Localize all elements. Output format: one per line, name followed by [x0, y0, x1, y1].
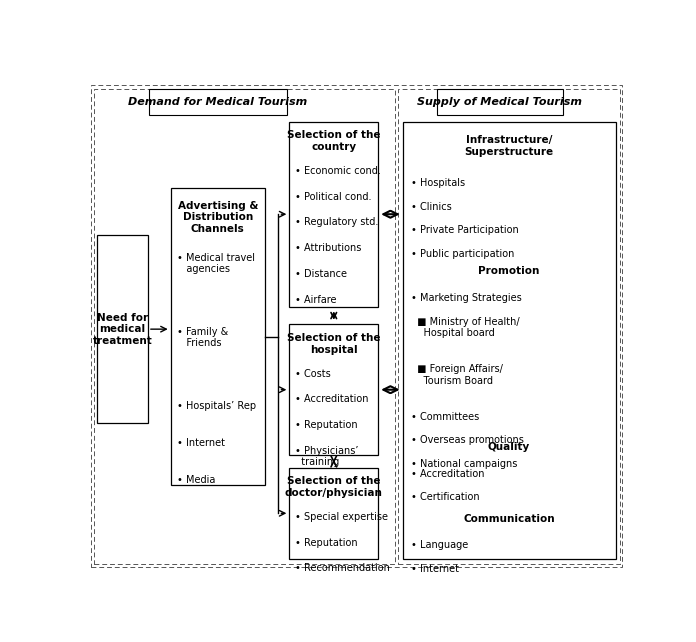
- Bar: [290, 121, 379, 307]
- Text: • Hospitals’ Rep: • Hospitals’ Rep: [177, 401, 256, 411]
- Text: ■ Foreign Affairs/
    Tourism Board: ■ Foreign Affairs/ Tourism Board: [411, 364, 503, 386]
- Text: • Private Participation: • Private Participation: [411, 225, 519, 236]
- Text: Supply of Medical Tourism: Supply of Medical Tourism: [418, 97, 583, 107]
- Text: Advertising &
Distribution
Channels: Advertising & Distribution Channels: [177, 200, 258, 234]
- Text: • Clinics: • Clinics: [411, 202, 452, 212]
- Text: • Physicians’
  training: • Physicians’ training: [294, 446, 358, 467]
- Text: Need for
medical
treatment: Need for medical treatment: [93, 313, 152, 346]
- Text: • Media: • Media: [177, 475, 216, 485]
- Text: • Medical travel
   agencies: • Medical travel agencies: [177, 252, 255, 274]
- Bar: [94, 89, 395, 564]
- Text: • Reputation: • Reputation: [294, 420, 357, 430]
- Text: • Distance: • Distance: [294, 269, 347, 279]
- Bar: [290, 324, 379, 455]
- Text: • Economic cond.: • Economic cond.: [294, 166, 381, 176]
- Text: • Committees: • Committees: [411, 412, 479, 422]
- Text: • Reputation: • Reputation: [294, 538, 357, 548]
- Text: ■ Ministry of Health/
    Hospital board: ■ Ministry of Health/ Hospital board: [411, 317, 519, 338]
- Text: Demand for Medical Tourism: Demand for Medical Tourism: [128, 97, 308, 107]
- Text: • Hospitals: • Hospitals: [411, 178, 465, 188]
- Text: • Internet: • Internet: [177, 438, 225, 448]
- Bar: [290, 467, 379, 559]
- Text: • Regulatory std.: • Regulatory std.: [294, 218, 378, 227]
- Text: • National campaigns: • National campaigns: [411, 459, 517, 469]
- Bar: [149, 89, 287, 115]
- Text: • Accreditation: • Accreditation: [411, 469, 484, 478]
- Text: • Special expertise: • Special expertise: [294, 512, 388, 522]
- Bar: [97, 235, 148, 423]
- Text: • Airfare: • Airfare: [294, 295, 336, 304]
- Text: • Internet: • Internet: [411, 564, 459, 574]
- Text: Infrastructure/
Superstructure: Infrastructure/ Superstructure: [464, 135, 553, 157]
- Text: • Political cond.: • Political cond.: [294, 192, 371, 202]
- Text: Selection of the
hospital: Selection of the hospital: [287, 333, 381, 355]
- Bar: [171, 188, 265, 485]
- Text: Promotion: Promotion: [478, 266, 540, 276]
- Text: • Recommendation: • Recommendation: [294, 564, 390, 573]
- Bar: [402, 121, 615, 559]
- Text: • Language: • Language: [411, 540, 468, 550]
- Text: • Overseas promotions: • Overseas promotions: [411, 435, 523, 446]
- Bar: [398, 89, 620, 564]
- Bar: [436, 89, 563, 115]
- Text: • Family &
   Friends: • Family & Friends: [177, 327, 228, 348]
- Text: Quality: Quality: [488, 442, 530, 452]
- Text: • Public participation: • Public participation: [411, 249, 514, 259]
- Text: Selection of the
doctor/physician: Selection of the doctor/physician: [285, 476, 383, 498]
- Text: Selection of the
country: Selection of the country: [287, 130, 381, 152]
- Text: • Certification: • Certification: [411, 492, 480, 502]
- Text: • Attributions: • Attributions: [294, 243, 361, 253]
- Text: Communication: Communication: [464, 514, 555, 523]
- Text: • Marketing Strategies: • Marketing Strategies: [411, 293, 521, 303]
- Text: • Costs: • Costs: [294, 369, 331, 379]
- Text: • Accreditation: • Accreditation: [294, 394, 368, 404]
